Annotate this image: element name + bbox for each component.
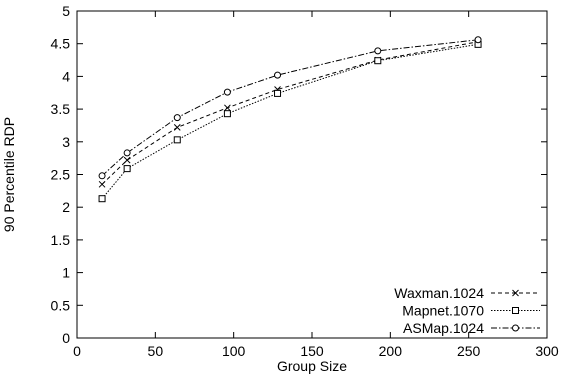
series-line [101, 39, 479, 177]
y-tick-label: 1 [62, 265, 70, 281]
series-line [101, 41, 479, 185]
legend-label: Waxman.1024 [394, 285, 484, 301]
data-point [173, 124, 181, 131]
y-tick-label: 3.5 [51, 101, 71, 117]
y-tick-label: 4.5 [51, 36, 71, 52]
data-point [223, 88, 231, 96]
y-tick-label: 3 [62, 134, 70, 150]
y-tick-label: 2 [62, 199, 70, 215]
data-point [374, 57, 382, 65]
legend-item: Waxman.1024 [394, 285, 540, 301]
data-point [274, 71, 282, 79]
data-point [224, 104, 231, 112]
x-axis-label: Group Size [277, 358, 347, 374]
data-point [98, 172, 106, 180]
y-tick-label: 0.5 [51, 297, 71, 313]
data-point [123, 165, 131, 173]
y-tick-label: 4 [62, 68, 70, 84]
y-axis-label: 90 Percentile RDP [1, 117, 17, 232]
legend-item: Mapnet.1070 [402, 303, 540, 319]
legend-label: Mapnet.1070 [402, 303, 484, 319]
data-point [173, 136, 181, 144]
y-tick-label: 1.5 [51, 232, 71, 248]
x-tick-label: 200 [379, 343, 403, 359]
x-tick-label: 150 [300, 343, 324, 359]
data-point [123, 149, 131, 157]
data-point [98, 180, 106, 188]
data-point [123, 156, 131, 164]
series-mapnet-1070 [98, 40, 482, 203]
data-point [374, 47, 382, 55]
x-tick-label: 100 [222, 343, 246, 359]
data-point [223, 110, 231, 118]
data-point [98, 195, 106, 203]
data-point [173, 114, 181, 122]
x-tick-label: 0 [73, 343, 81, 359]
x-tick-label: 300 [535, 343, 559, 359]
legend-marker [512, 324, 519, 332]
y-tick-label: 2.5 [51, 167, 71, 183]
legend-marker [512, 289, 519, 297]
x-tick-label: 250 [457, 343, 481, 359]
legend-marker [512, 307, 519, 314]
series-waxman-1024 [98, 38, 482, 188]
legend-item: ASMap.1024 [403, 320, 540, 336]
y-tick-label: 0 [62, 330, 70, 346]
series-group [98, 36, 482, 203]
data-point [274, 89, 282, 97]
y-axis-ticks: 0 0.5 1 1.5 2 2.5 3 3.5 4 4.5 5 [51, 3, 547, 346]
y-tick-label: 5 [62, 3, 70, 19]
x-axis-ticks: 0 50 100 150 200 250 300 [73, 11, 559, 359]
series-asmap-1024 [98, 36, 482, 180]
series-line [101, 43, 479, 200]
data-point [474, 36, 482, 44]
x-tick-label: 50 [148, 343, 164, 359]
legend-label: ASMap.1024 [403, 320, 484, 336]
